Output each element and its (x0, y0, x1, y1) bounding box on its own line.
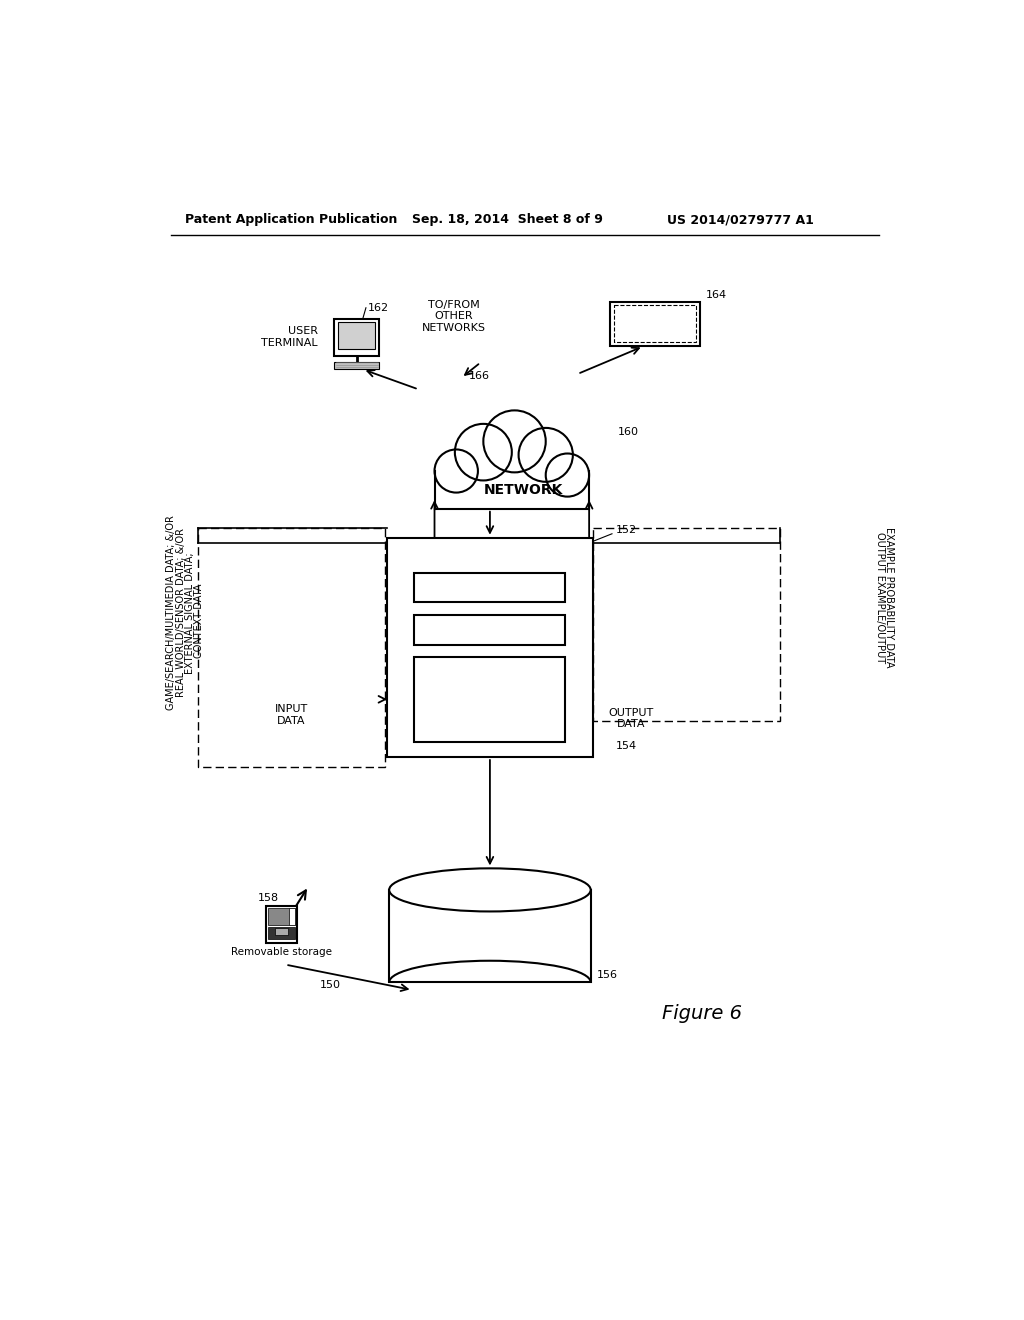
Bar (268, 927, 295, 940)
Circle shape (546, 454, 589, 496)
Text: OUTPUT
DATA: OUTPUT DATA (608, 708, 654, 730)
Bar (415, 657, 565, 742)
Text: EXTERNAL SIGNAL DATA;: EXTERNAL SIGNAL DATA; (185, 552, 195, 673)
Bar (266, 906, 297, 942)
Text: Figure 6: Figure 6 (662, 1003, 741, 1023)
Bar (275, 928, 288, 935)
Bar (593, 528, 780, 721)
Text: 150: 150 (321, 981, 341, 990)
Text: WORKING MEMORY: WORKING MEMORY (423, 623, 557, 636)
Text: ROBOT/
MACHINE: ROBOT/ MACHINE (623, 310, 687, 338)
Ellipse shape (389, 869, 591, 911)
Text: USER
TERMINAL: USER TERMINAL (261, 326, 317, 348)
Text: 162: 162 (369, 302, 389, 313)
Text: GAME/SEARCH/MULTIMEDIA DATA; &/OR: GAME/SEARCH/MULTIMEDIA DATA; &/OR (166, 515, 176, 710)
Text: Patent Application Publication: Patent Application Publication (184, 214, 397, 227)
Bar (614, 305, 695, 342)
Text: 152: 152 (615, 525, 637, 535)
Text: CMIX SERVER: CMIX SERVER (442, 545, 538, 558)
Bar (334, 362, 379, 370)
Text: TO/FROM
OTHER
NETWORKS: TO/FROM OTHER NETWORKS (422, 300, 485, 333)
Bar (334, 318, 379, 355)
Text: 154: 154 (615, 741, 637, 751)
Bar (198, 528, 385, 767)
Bar (387, 537, 593, 758)
Circle shape (455, 424, 512, 480)
Text: 156: 156 (597, 970, 617, 979)
Bar (415, 615, 565, 644)
Text: 166: 166 (469, 371, 490, 381)
Bar (338, 322, 375, 350)
Text: Sep. 18, 2014  Sheet 8 of 9: Sep. 18, 2014 Sheet 8 of 9 (413, 214, 603, 227)
Text: REAL WORLD/SENSOR DATA; &/OR: REAL WORLD/SENSOR DATA; &/OR (176, 528, 185, 697)
Text: CONTEXT DATA: CONTEXT DATA (195, 583, 205, 657)
Text: INPUT
DATA: INPUT DATA (274, 704, 308, 726)
Text: EXAMPLE PROBABILITY DATA: EXAMPLE PROBABILITY DATA (884, 527, 894, 668)
Text: PARAMETER MEMORY (NEURAL
NETWORK WEIGHTS; STORED
CATEGORY VECTORS): PARAMETER MEMORY (NEURAL NETWORK WEIGHTS… (404, 924, 575, 957)
Text: NETWORK: NETWORK (483, 483, 563, 496)
Bar (268, 908, 295, 924)
Circle shape (518, 428, 572, 482)
Text: 158: 158 (258, 894, 280, 903)
Bar (434, 441, 589, 508)
Text: 160: 160 (617, 426, 639, 437)
Text: US 2014/0279777 A1: US 2014/0279777 A1 (667, 214, 814, 227)
Bar (610, 302, 699, 346)
Text: Removable storage: Removable storage (231, 948, 332, 957)
Bar (289, 908, 295, 924)
Text: PROCESSOR: PROCESSOR (447, 581, 532, 594)
Circle shape (434, 449, 478, 492)
Bar (389, 890, 591, 982)
Text: OUTPUT EXAMPLE/OUTPUT: OUTPUT EXAMPLE/OUTPUT (874, 532, 885, 663)
Bar (415, 573, 565, 602)
Text: NON-VOLATILE MEMORY -
CMIX CODE CODE;
CMIX CHAIN CODE;
TRAINING CODE: NON-VOLATILE MEMORY - CMIX CODE CODE; CM… (419, 677, 560, 722)
Text: 164: 164 (706, 290, 727, 301)
Circle shape (483, 411, 546, 473)
